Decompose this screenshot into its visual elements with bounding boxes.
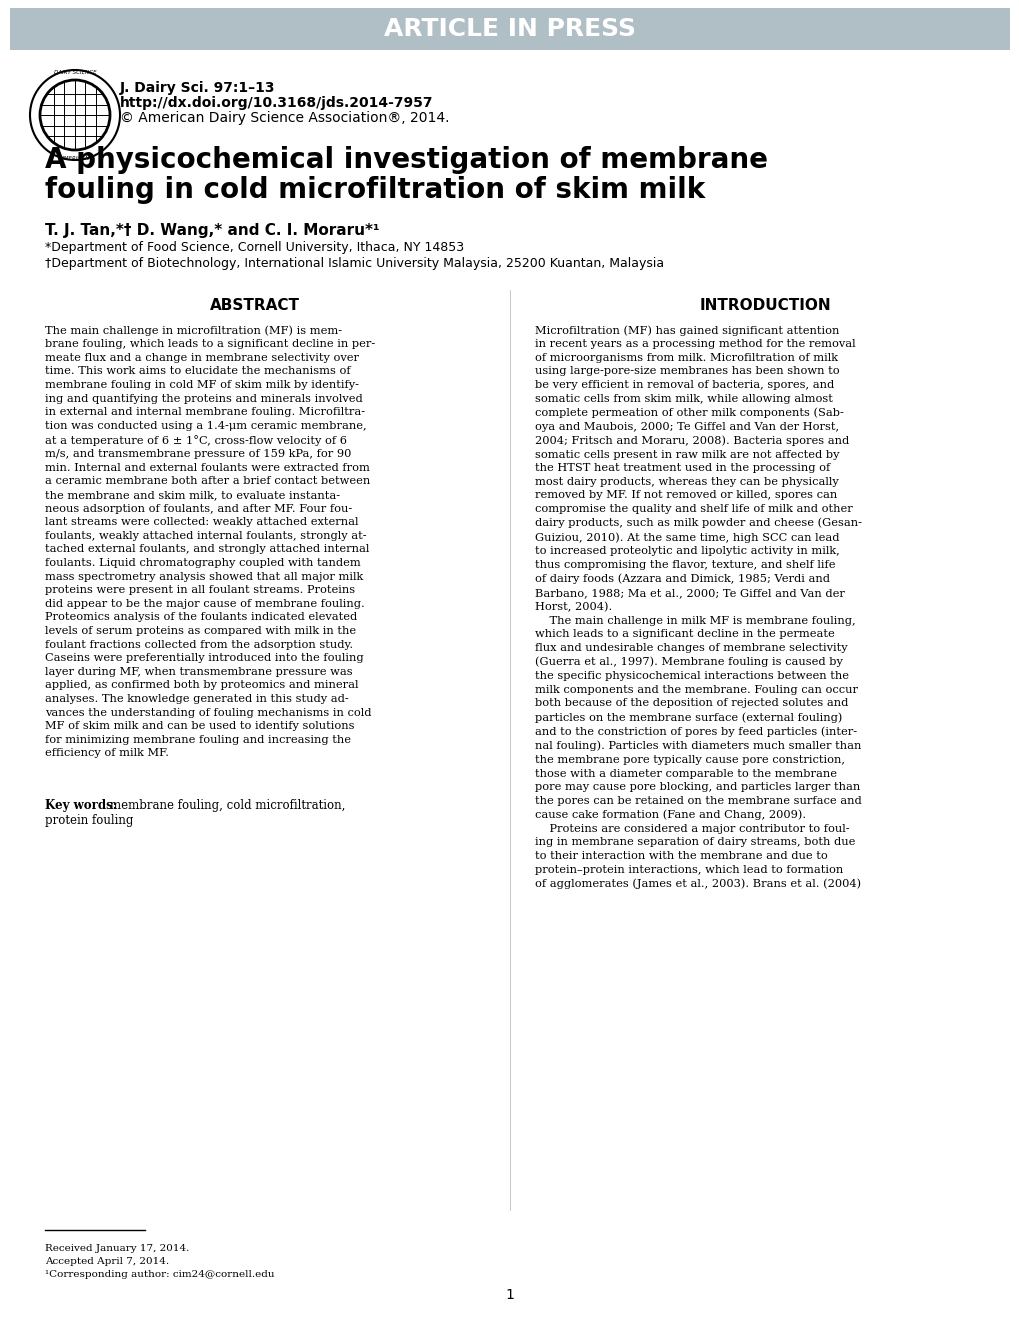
Text: ARTICLE IN PRESS: ARTICLE IN PRESS [383,17,636,41]
Text: ABSTRACT: ABSTRACT [210,297,300,313]
Text: †Department of Biotechnology, International Islamic University Malaysia, 25200 K: †Department of Biotechnology, Internatio… [45,256,663,269]
Text: J. Dairy Sci. 97:1–13: J. Dairy Sci. 97:1–13 [120,81,275,95]
Text: The main challenge in microfiltration (MF) is mem-
brane fouling, which leads to: The main challenge in microfiltration (M… [45,325,375,759]
Text: fouling in cold microfiltration of skim milk: fouling in cold microfiltration of skim … [45,176,704,205]
Text: Received January 17, 2014.: Received January 17, 2014. [45,1243,190,1253]
Text: 1: 1 [505,1288,514,1302]
Text: Key words:: Key words: [45,799,117,812]
FancyBboxPatch shape [10,8,1009,50]
Text: http://dx.doi.org/10.3168/jds.2014-7957: http://dx.doi.org/10.3168/jds.2014-7957 [120,96,433,110]
Text: A physicochemical investigation of membrane: A physicochemical investigation of membr… [45,147,767,174]
Text: DAIRY SCIENCE: DAIRY SCIENCE [54,70,96,74]
Text: INTRODUCTION: INTRODUCTION [698,297,830,313]
Text: ¹Corresponding author: cim24@cornell.edu: ¹Corresponding author: cim24@cornell.edu [45,1270,274,1279]
Text: protein fouling: protein fouling [45,814,133,828]
Text: AMERICAN: AMERICAN [60,156,90,161]
Text: membrane fouling, cold microfiltration,: membrane fouling, cold microfiltration, [110,799,345,812]
Text: Accepted April 7, 2014.: Accepted April 7, 2014. [45,1257,169,1266]
Text: © American Dairy Science Association®, 2014.: © American Dairy Science Association®, 2… [120,111,449,125]
Text: *Department of Food Science, Cornell University, Ithaca, NY 14853: *Department of Food Science, Cornell Uni… [45,242,464,255]
Text: T. J. Tan,*† D. Wang,* and C. I. Moraru*¹: T. J. Tan,*† D. Wang,* and C. I. Moraru*… [45,223,379,238]
Text: Microfiltration (MF) has gained significant attention
in recent years as a proce: Microfiltration (MF) has gained signific… [535,325,861,890]
